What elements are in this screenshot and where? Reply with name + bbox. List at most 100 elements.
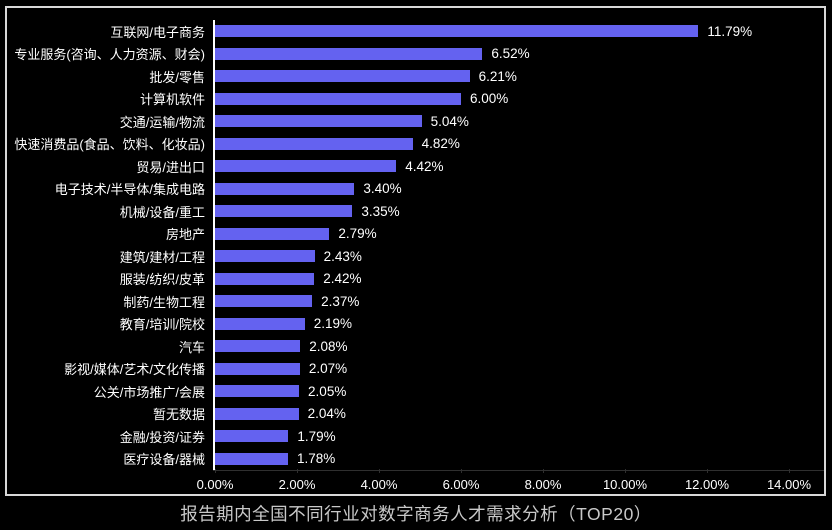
value-label: 3.35% xyxy=(361,203,400,219)
category-label: 快速消费品(食品、饮料、化妆品) xyxy=(14,137,205,153)
bar-row: 专业服务(咨询、人力资源、财会) 6.52% xyxy=(7,42,824,65)
category-label: 交通/运输/物流 xyxy=(119,114,205,130)
category-label: 汽车 xyxy=(178,339,205,355)
category-label: 暂无数据 xyxy=(152,407,205,423)
value-label: 11.79% xyxy=(707,23,753,39)
bar-row: 电子技术/半导体/集成电路 3.40% xyxy=(7,177,824,200)
bar-row: 批发/零售 6.21% xyxy=(7,65,824,88)
category-label: 房地产 xyxy=(165,227,205,243)
bar-zone: 2.79% xyxy=(213,222,824,245)
bar-zone: 2.42% xyxy=(213,267,824,290)
bar-row: 暂无数据 2.04% xyxy=(7,402,824,425)
category-label: 贸易/进出口 xyxy=(136,159,205,175)
bar-zone: 2.04% xyxy=(213,402,824,425)
category-label: 电子技术/半导体/集成电路 xyxy=(54,182,205,198)
plot-area: 互联网/电子商务 11.79% 专业服务(咨询、人力资源、财会) 6.52% 批发/零售… xyxy=(7,20,824,471)
x-tick-label: 8.00% xyxy=(524,477,562,492)
bar-row: 服装/纺织/皮革 2.42% xyxy=(7,267,824,290)
x-tick-mark xyxy=(461,469,462,473)
value-label: 6.00% xyxy=(470,91,509,107)
bar-zone: 4.42% xyxy=(213,155,824,178)
bar xyxy=(215,452,288,465)
bar xyxy=(215,227,330,240)
category-label: 公关/市场推广/会展 xyxy=(93,384,205,400)
value-label: 1.78% xyxy=(296,451,336,467)
bar xyxy=(215,362,300,375)
bar-zone: 2.05% xyxy=(213,380,824,403)
bar xyxy=(215,430,289,443)
category-label: 影视/媒体/艺术/文化传播 xyxy=(64,362,205,378)
bar-zone: 6.00% xyxy=(213,87,824,110)
bar-zone: 4.82% xyxy=(213,132,824,155)
value-label: 2.79% xyxy=(338,226,377,242)
bar xyxy=(215,92,461,105)
category-label: 教育/培训/院校 xyxy=(119,317,205,333)
bar-row: 交通/运输/物流 5.04% xyxy=(7,110,824,133)
bar-zone: 2.43% xyxy=(213,245,824,268)
value-label: 1.79% xyxy=(297,428,336,444)
category-label: 医疗设备/器械 xyxy=(123,452,205,468)
bar-row: 机械/设备/重工 3.35% xyxy=(7,200,824,223)
bar-zone: 1.79% xyxy=(213,425,824,448)
bar-zone: 5.04% xyxy=(213,110,824,133)
x-tick-label: 2.00% xyxy=(278,477,316,492)
category-label: 批发/零售 xyxy=(149,69,205,85)
bar xyxy=(215,70,470,83)
x-tick-label: 6.00% xyxy=(442,477,480,492)
category-label: 制药/生物工程 xyxy=(123,294,205,310)
value-label: 2.43% xyxy=(323,248,362,264)
bar-zone: 11.79% xyxy=(213,20,824,43)
x-tick-mark xyxy=(543,469,544,473)
x-tick-label: 12.00% xyxy=(684,477,730,492)
bar xyxy=(215,385,300,398)
value-label: 6.52% xyxy=(491,46,530,62)
bar-row: 金融/投资/证券 1.79% xyxy=(7,425,824,448)
value-label: 6.21% xyxy=(478,68,517,84)
x-axis: 0.00% 2.00% 4.00% 6.00% 8.00% 10.00% 12.00% 14.… xyxy=(7,469,824,496)
category-label: 服装/纺织/皮革 xyxy=(119,272,205,288)
bar-row: 房地产 2.79% xyxy=(7,222,824,245)
chart-frame: 互联网/电子商务 11.79% 专业服务(咨询、人力资源、财会) 6.52% 批发/零售… xyxy=(5,6,826,496)
x-tick-mark xyxy=(215,469,216,473)
bar-row: 贸易/进出口 4.42% xyxy=(7,155,824,178)
value-label: 2.07% xyxy=(308,361,348,377)
bar xyxy=(215,295,313,308)
bar-zone: 6.21% xyxy=(213,65,824,88)
x-tick-mark xyxy=(707,469,708,473)
category-label: 机械/设备/重工 xyxy=(119,204,205,220)
chart-title: 报告期内全国不同行业对数字商务人才需求分析（TOP20） xyxy=(180,504,652,524)
bar xyxy=(215,272,315,285)
bar xyxy=(215,250,315,263)
value-label: 4.42% xyxy=(405,158,444,174)
x-tick-mark xyxy=(625,469,626,473)
bar xyxy=(215,160,397,173)
bar-row: 计算机软件 6.00% xyxy=(7,87,824,110)
value-label: 2.42% xyxy=(323,271,362,287)
bar xyxy=(215,137,413,150)
bar-zone: 2.37% xyxy=(213,290,824,313)
bar xyxy=(215,182,355,195)
bar-zone: 2.08% xyxy=(213,335,824,358)
bar xyxy=(215,340,301,353)
bar-zone: 3.40% xyxy=(213,177,824,200)
bar-row: 快速消费品(食品、饮料、化妆品) 4.82% xyxy=(7,132,824,155)
bar xyxy=(215,407,299,420)
bar-row: 制药/生物工程 2.37% xyxy=(7,290,824,313)
value-label: 2.05% xyxy=(308,383,347,399)
bar-row: 建筑/建材/工程 2.43% xyxy=(7,245,824,268)
value-label: 3.40% xyxy=(363,181,402,197)
bar-row: 互联网/电子商务 11.79% xyxy=(7,20,824,43)
bar-row: 公关/市场推广/会展 2.05% xyxy=(7,380,824,403)
category-label: 金融/投资/证券 xyxy=(119,429,205,445)
x-tick-mark xyxy=(297,469,298,473)
bar-zone: 2.19% xyxy=(213,312,824,335)
bar-zone: 3.35% xyxy=(213,200,824,223)
x-tick-label: 10.00% xyxy=(602,477,648,492)
bar-zone: 2.07% xyxy=(213,357,824,380)
bar xyxy=(215,25,699,38)
x-tick-mark xyxy=(789,469,790,473)
bar xyxy=(215,205,353,218)
value-label: 2.08% xyxy=(309,338,348,354)
x-tick-label: 14.00% xyxy=(766,477,812,492)
x-tick-label: 4.00% xyxy=(360,477,398,492)
